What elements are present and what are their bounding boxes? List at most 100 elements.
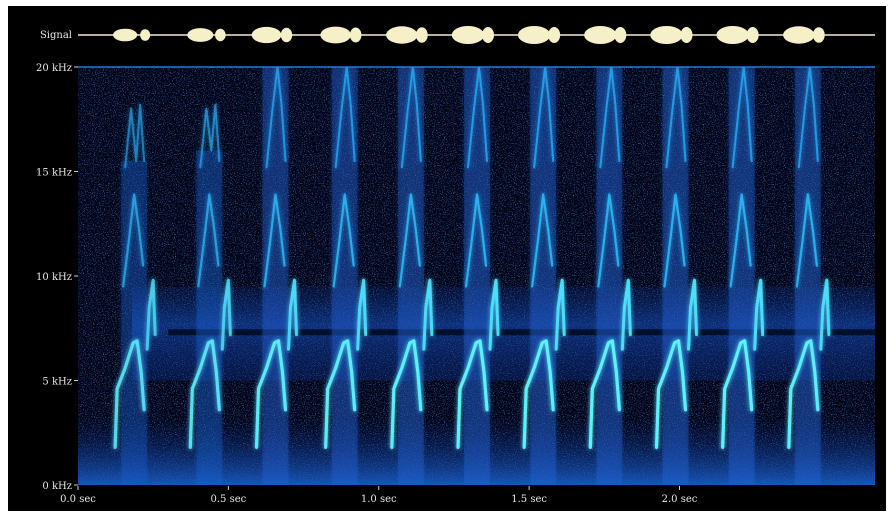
signal-burst-tail <box>812 27 825 43</box>
syllable-harmonic-4 <box>467 67 489 169</box>
syllable-harmonic-2 <box>687 278 699 351</box>
signal-strip: Signal <box>40 26 875 44</box>
signal-burst-tail <box>415 27 428 43</box>
syllable-harmonic-3 <box>122 193 145 288</box>
syllable-fundamental <box>522 339 555 449</box>
syllable-harmonic-3 <box>531 193 554 288</box>
signal-burst <box>112 28 151 42</box>
syllable-harmonic-2 <box>753 278 765 351</box>
signal-burst-tail <box>680 27 693 43</box>
signal-waveform <box>112 26 825 44</box>
signal-burst <box>783 26 825 44</box>
syllable-harmonic-4 <box>334 67 356 169</box>
signal-burst-tail <box>349 27 362 43</box>
syllable-fundamental <box>188 339 221 449</box>
x-tick-label: 1.5 sec <box>511 494 547 505</box>
syllable-fundamental <box>324 339 357 449</box>
call-syllable <box>390 67 434 485</box>
syllable-harmonic-2 <box>620 278 632 351</box>
syllable-harmonic-3 <box>398 193 421 288</box>
syllable-column <box>121 161 148 485</box>
y-tick-label: 15 kHz <box>36 168 72 179</box>
spectrogram-plot <box>78 67 875 485</box>
syllable-harmonic-2 <box>220 278 232 351</box>
syllable-fundamental <box>390 339 423 449</box>
syllable-harmonic-3 <box>597 193 620 288</box>
y-tick-label: 20 kHz <box>36 63 72 74</box>
call-syllable <box>588 67 632 485</box>
call-syllable <box>456 67 500 485</box>
signal-burst-tail <box>215 28 226 42</box>
signal-burst-main <box>716 26 749 44</box>
syllable-harmonic-4 <box>265 67 287 169</box>
signal-burst-main <box>783 26 815 44</box>
syllable-fundamental <box>721 339 754 449</box>
syllable-harmonic-3 <box>464 193 488 288</box>
y-axis: 20 kHz 15 kHz 10 kHz 5 kHz 0 kHz <box>36 63 78 492</box>
signal-burst-main <box>517 26 551 44</box>
call-syllable <box>113 103 157 485</box>
x-tick-label: 0.5 sec <box>211 494 247 505</box>
syllable-harmonic-4 <box>400 67 422 169</box>
syllable-harmonic-2 <box>286 278 298 351</box>
signal-burst-main <box>451 26 485 44</box>
signal-burst <box>584 26 627 44</box>
syllable-harmonic-2 <box>819 278 831 351</box>
x-tick-label: 1.0 sec <box>361 494 397 505</box>
y-tick-label: 5 kHz <box>42 377 72 388</box>
signal-burst-tail <box>548 27 561 43</box>
signal-burst-main <box>251 26 282 44</box>
x-tick-label: 2.0 sec <box>662 494 698 505</box>
call-syllables <box>113 67 831 485</box>
signal-burst-tail <box>746 27 759 43</box>
signal-burst <box>320 26 362 44</box>
signal-burst <box>716 26 759 44</box>
signal-burst-main <box>320 26 351 44</box>
syllable-harmonic-2 <box>356 278 368 351</box>
signal-burst-main <box>112 28 138 42</box>
signal-burst-tail <box>482 27 495 43</box>
syllable-harmonic-3 <box>663 193 686 288</box>
syllable-fundamental <box>588 339 621 449</box>
syllable-fundamental <box>787 339 820 449</box>
call-syllable <box>254 67 298 485</box>
signal-burst-tail <box>614 27 627 43</box>
signal-burst <box>386 26 428 44</box>
signal-burst-tail <box>280 27 293 43</box>
signal-burst-main <box>386 26 418 44</box>
signal-burst-main <box>584 26 617 44</box>
syllable-harmonic-3 <box>332 193 355 288</box>
signal-burst <box>251 26 293 44</box>
syllable-harmonic-2 <box>554 278 566 351</box>
call-syllable <box>787 67 831 485</box>
call-syllable <box>721 67 765 485</box>
syllable-harmonic-3 <box>795 193 818 288</box>
y-tick-label: 0 kHz <box>42 481 72 492</box>
call-syllable <box>654 67 699 485</box>
call-syllable <box>324 67 368 485</box>
signal-burst <box>517 26 561 44</box>
call-syllable <box>188 103 232 485</box>
signal-burst <box>650 26 693 44</box>
syllable-harmonic-4 <box>797 67 819 169</box>
signal-burst-tail <box>140 29 151 41</box>
dark-frequency-stripe <box>168 329 875 336</box>
y-tick-label: 10 kHz <box>36 272 72 283</box>
syllable-fundamental <box>654 339 688 449</box>
signal-label: Signal <box>40 30 72 41</box>
syllable-fundamental <box>456 339 489 449</box>
syllable-harmonic-2 <box>145 278 157 351</box>
syllable-harmonic-3 <box>263 193 286 288</box>
signal-burst <box>187 28 226 42</box>
syllable-fundamental <box>254 339 288 449</box>
x-tick-label: 0.0 sec <box>60 494 96 505</box>
syllable-harmonic-4 <box>124 103 146 169</box>
syllable-harmonic-4 <box>665 67 687 169</box>
syllable-harmonic-4 <box>599 67 621 169</box>
syllable-harmonic-4 <box>731 67 753 169</box>
syllable-harmonic-3 <box>729 193 752 288</box>
syllable-harmonic-3 <box>197 193 220 288</box>
syllable-harmonic-2 <box>488 278 500 351</box>
call-syllable <box>522 67 566 485</box>
